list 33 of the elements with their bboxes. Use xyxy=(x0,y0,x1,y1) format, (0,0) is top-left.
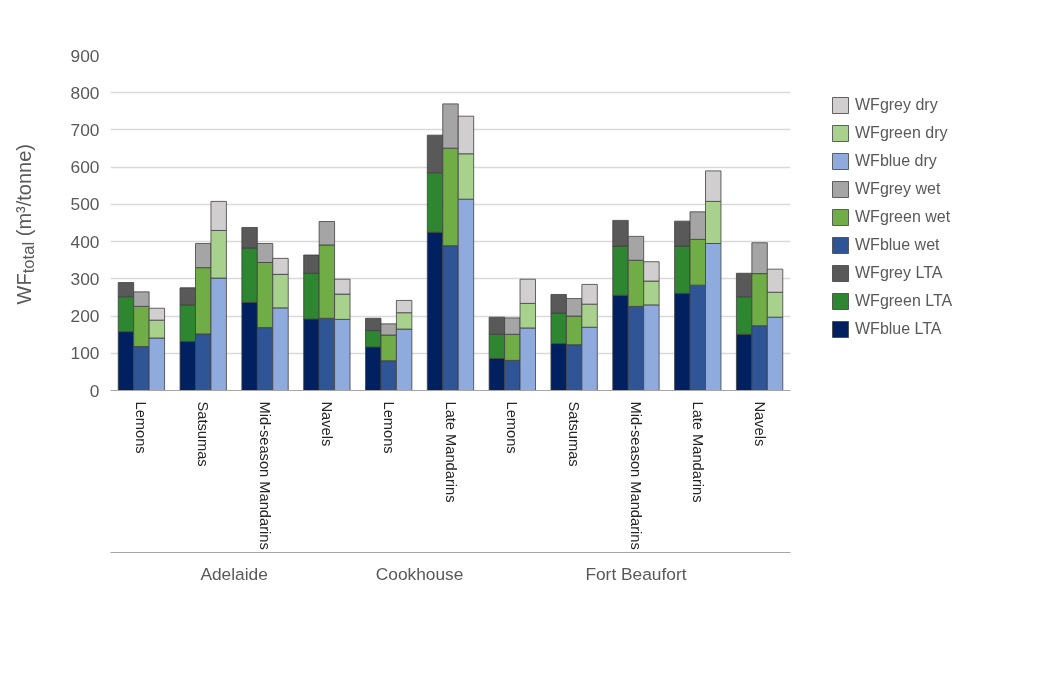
x-tick-label: Navels xyxy=(751,401,768,447)
y-tick-label: 600 xyxy=(70,157,100,178)
x-tick-label: Navels xyxy=(318,401,335,447)
legend-label: WFgreen wet xyxy=(855,208,951,226)
x-tick-label: Satsumas xyxy=(566,401,583,467)
legend-label: WFblue wet xyxy=(855,236,940,254)
x-tick-label: Mid-season Mandarins xyxy=(627,401,644,550)
y-tick-label: 500 xyxy=(70,194,100,215)
x-tick-label: Lemons xyxy=(504,401,521,454)
y-tick-label: 300 xyxy=(70,268,100,289)
legend-label: WFblue LTA xyxy=(855,320,942,338)
x-tick-label: Late Mandarins xyxy=(689,401,706,503)
text: Cookhouse xyxy=(375,563,464,584)
y-tick-label: 700 xyxy=(70,119,100,140)
text: Fort Beaufort xyxy=(585,563,687,584)
x-tick-label: Satsumas xyxy=(195,401,212,467)
legend-label: WFblue dry xyxy=(855,152,937,170)
text: Adelaide xyxy=(200,563,268,584)
legend-label: WFgreen dry xyxy=(855,124,948,142)
y-tick-label: 0 xyxy=(89,380,100,401)
x-tick-label: Mid-season Mandarins xyxy=(257,401,274,550)
y-tick-label: 200 xyxy=(70,306,100,327)
x-tick-label: Late Mandarins xyxy=(442,401,459,503)
y-tick-label: 900 xyxy=(70,45,100,66)
x-tick-label: Lemons xyxy=(380,401,397,454)
legend-label: WFgrey LTA xyxy=(855,264,943,282)
legend-label: WFgreen LTA xyxy=(855,292,953,310)
y-tick-label: 400 xyxy=(70,231,100,252)
x-tick-label: Lemons xyxy=(133,401,150,454)
legend-label: WFgrey wet xyxy=(855,180,941,198)
y-tick-label: 100 xyxy=(70,343,100,364)
legend-label: WFgrey dry xyxy=(855,96,938,114)
y-tick-label: 800 xyxy=(70,82,100,103)
